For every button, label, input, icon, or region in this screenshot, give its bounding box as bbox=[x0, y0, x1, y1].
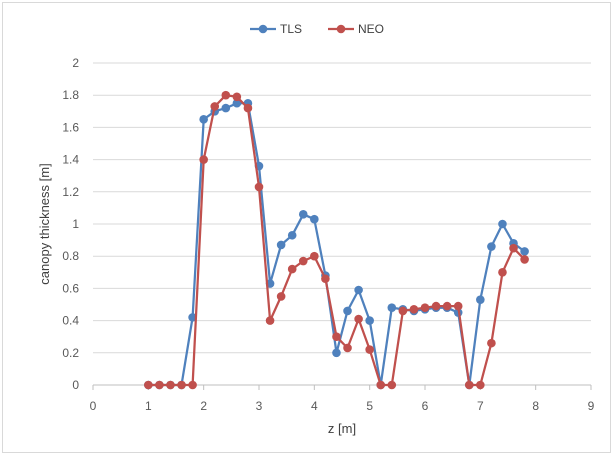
data-point-neo bbox=[166, 380, 175, 390]
data-point-tls bbox=[487, 242, 496, 251]
data-point-neo bbox=[332, 332, 341, 342]
data-point-neo bbox=[343, 343, 352, 353]
data-point-tls bbox=[520, 247, 529, 256]
data-point-neo bbox=[287, 264, 297, 274]
data-point-neo bbox=[177, 380, 186, 390]
chart-frame bbox=[2, 2, 611, 453]
legend-swatch-marker bbox=[336, 24, 346, 34]
data-point-tls bbox=[365, 316, 374, 325]
series-tls bbox=[144, 98, 529, 390]
data-point-neo bbox=[210, 102, 220, 111]
x-tick-label: 7 bbox=[477, 399, 484, 413]
data-point-neo bbox=[464, 380, 474, 390]
x-tick-label: 9 bbox=[588, 399, 595, 413]
data-point-neo bbox=[310, 251, 319, 261]
data-point-neo bbox=[365, 345, 374, 354]
y-tick-label: 0.2 bbox=[62, 346, 79, 360]
data-point-neo bbox=[254, 182, 264, 192]
x-tick-label: 5 bbox=[366, 399, 373, 413]
y-tick-label: 1.4 bbox=[62, 153, 79, 167]
data-point-tls bbox=[498, 219, 507, 229]
series-line-neo bbox=[148, 94, 526, 387]
data-point-neo bbox=[144, 380, 153, 390]
x-axis-label: z [m] bbox=[328, 421, 356, 436]
x-tick-label: 3 bbox=[256, 399, 263, 413]
legend-swatch-marker bbox=[258, 24, 268, 34]
data-point-neo bbox=[520, 255, 529, 264]
x-tick-label: 0 bbox=[90, 399, 97, 413]
data-point-tls bbox=[332, 348, 341, 358]
data-point-neo bbox=[243, 103, 253, 113]
data-point-tls bbox=[343, 306, 352, 316]
legend-label: NEO bbox=[358, 22, 384, 36]
data-point-tls bbox=[199, 115, 208, 124]
data-point-neo bbox=[476, 380, 485, 390]
x-tick-label: 8 bbox=[532, 399, 539, 413]
data-point-neo bbox=[487, 338, 496, 348]
y-tick-label: 2 bbox=[72, 56, 79, 70]
x-tick-label: 2 bbox=[200, 399, 207, 413]
y-tick-label: 1.2 bbox=[62, 185, 79, 199]
data-point-tls bbox=[310, 214, 319, 224]
y-tick-label: 1.8 bbox=[62, 88, 79, 102]
data-point-neo bbox=[188, 380, 197, 390]
legend-label: TLS bbox=[280, 22, 302, 36]
data-point-neo bbox=[442, 301, 452, 311]
y-tick-label: 1.6 bbox=[62, 120, 79, 134]
y-tick-label: 0.8 bbox=[62, 249, 79, 263]
data-point-neo bbox=[420, 303, 430, 313]
data-point-tls bbox=[276, 240, 286, 250]
y-axis-label: canopy thickness [m] bbox=[37, 163, 52, 284]
x-tick-label: 6 bbox=[422, 399, 429, 413]
data-point-neo bbox=[453, 301, 463, 311]
data-point-neo bbox=[509, 243, 518, 253]
data-point-neo bbox=[498, 268, 507, 277]
data-point-tls bbox=[354, 285, 363, 295]
data-point-neo bbox=[321, 274, 330, 284]
y-tick-label: 1 bbox=[72, 217, 79, 231]
series-group bbox=[144, 90, 529, 390]
data-point-neo bbox=[276, 292, 286, 301]
data-point-neo bbox=[431, 301, 441, 311]
data-point-tls bbox=[387, 303, 397, 313]
gridlines bbox=[93, 62, 591, 354]
data-point-neo bbox=[409, 305, 419, 314]
data-point-neo bbox=[199, 155, 208, 164]
legend-item-tls: TLS bbox=[250, 22, 302, 36]
y-tick-label: 0.6 bbox=[62, 281, 79, 295]
data-point-neo bbox=[232, 92, 242, 102]
y-tick-label: 0.4 bbox=[62, 314, 79, 328]
data-point-neo bbox=[298, 256, 308, 266]
data-point-tls bbox=[298, 210, 308, 219]
x-tick-label: 1 bbox=[145, 399, 152, 413]
tick-labels: 0 0.2 0.4 0.6 0.8 1 1.2 1.4 1.6 1.8 2 0 1 2 3 4 5 6 7 8 9 bbox=[62, 56, 594, 413]
x-tick-label: 4 bbox=[311, 399, 318, 413]
data-point-tls bbox=[221, 103, 231, 113]
data-point-tls bbox=[287, 230, 297, 240]
legend-item-neo: NEO bbox=[328, 22, 384, 36]
data-point-neo bbox=[155, 380, 164, 390]
data-point-tls bbox=[476, 295, 485, 304]
y-tick-label: 0 bbox=[72, 378, 79, 392]
data-point-neo bbox=[376, 380, 386, 390]
series-line-tls bbox=[148, 102, 526, 387]
data-point-neo bbox=[221, 90, 231, 100]
data-point-neo bbox=[354, 314, 363, 324]
series-neo bbox=[144, 90, 529, 390]
data-point-neo bbox=[398, 306, 408, 316]
data-point-neo bbox=[265, 316, 275, 325]
data-point-neo bbox=[387, 380, 397, 390]
data-point-tls bbox=[232, 98, 242, 108]
legend: TLS NEO bbox=[250, 22, 384, 36]
